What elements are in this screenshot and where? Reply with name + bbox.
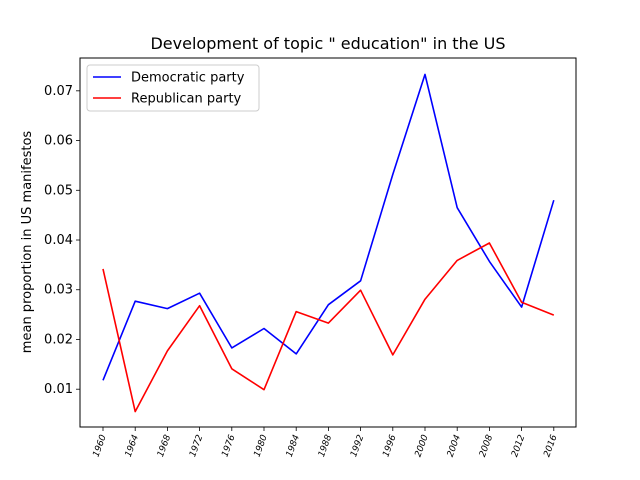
- democratic-party-line: [102, 73, 555, 381]
- chart-title: Development of topic " education" in the…: [150, 34, 505, 53]
- legend-box: [86, 64, 260, 112]
- y-tick-label: 0.06: [44, 134, 73, 149]
- legend: Democratic party Republican party: [86, 64, 260, 112]
- legend-label-republican-party: Republican party: [131, 92, 242, 107]
- y-tick-label: 0.07: [44, 84, 73, 99]
- y-axis-label: mean proportion in US manifestos: [20, 131, 35, 354]
- y-tick-label: 0.04: [44, 233, 73, 248]
- series-layer: [102, 73, 555, 413]
- legend-label-democratic-party: Democratic party: [131, 71, 245, 86]
- y-tick-label: 0.01: [44, 382, 73, 397]
- y-tick-label: 0.03: [44, 283, 73, 298]
- y-tick-label: 0.02: [44, 332, 73, 347]
- republican-party-line: [102, 242, 555, 413]
- y-tick-label: 0.05: [44, 183, 73, 198]
